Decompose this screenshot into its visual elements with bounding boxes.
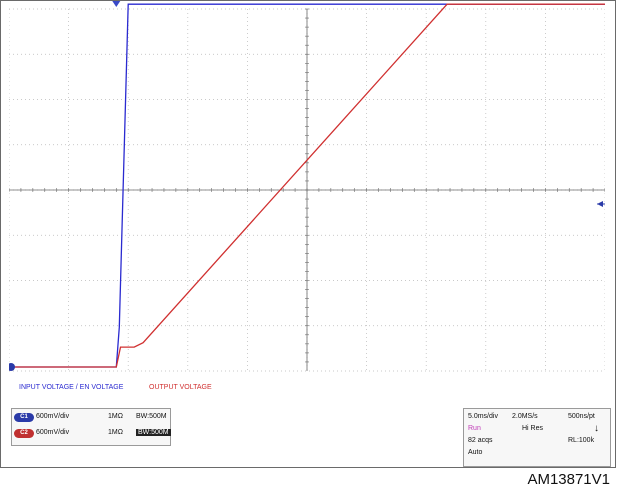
acquisition-panel: 5.0ms/div 2.0MS/s 500ns/pt Run Hi Res ↓ …	[463, 408, 611, 467]
timebase[interactable]: 5.0ms/div	[468, 413, 498, 420]
oscilloscope-frame: INPUT VOLTAGE / EN VOLTAGE OUTPUT VOLTAG…	[0, 0, 616, 468]
channel-row-1[interactable]: C1 600mV/div 1MΩ BW:500M	[12, 411, 170, 425]
markers	[9, 1, 605, 371]
resolution-per-pt: 500ns/pt	[568, 413, 595, 420]
run-status[interactable]: Run	[468, 425, 481, 432]
ch1-scale: 600mV/div	[36, 413, 70, 420]
scope-plot: INPUT VOLTAGE / EN VOLTAGE OUTPUT VOLTAG…	[9, 1, 605, 391]
trigger-position-marker[interactable]	[112, 1, 121, 7]
legend-output: OUTPUT VOLTAGE	[149, 384, 212, 391]
channel-panel: C1 600mV/div 1MΩ BW:500M C2 600mV/div 1M…	[11, 408, 171, 446]
acq-mode: Hi Res	[522, 425, 544, 432]
channel-row-2[interactable]: C2 600mV/div 1MΩ BW:500M	[12, 427, 171, 441]
record-length: RL:100k	[568, 437, 595, 444]
output-voltage-trace	[9, 3, 605, 368]
ch2-impedance: 1MΩ	[108, 429, 123, 436]
ch1-badge[interactable]: C1	[14, 413, 34, 422]
trigger-arrow-icon: ↓	[594, 423, 599, 434]
grid	[9, 8, 605, 372]
sample-rate: 2.0MS/s	[512, 413, 538, 420]
figure-id: AM13871V1	[527, 471, 610, 488]
ch1-impedance: 1MΩ	[108, 413, 123, 420]
traces	[9, 3, 605, 368]
legend-input: INPUT VOLTAGE / EN VOLTAGE	[19, 384, 124, 391]
ch1-bandwidth: BW:500M	[136, 413, 167, 420]
ch2-scale: 600mV/div	[36, 429, 70, 436]
acq-count: 82 acqs	[468, 437, 493, 444]
trigger-mode[interactable]: Auto	[468, 449, 483, 456]
ch2-badge[interactable]: C2	[14, 429, 34, 438]
ch2-bandwidth: BW:500M	[136, 429, 171, 436]
channel-ground-marker[interactable]	[9, 363, 15, 371]
